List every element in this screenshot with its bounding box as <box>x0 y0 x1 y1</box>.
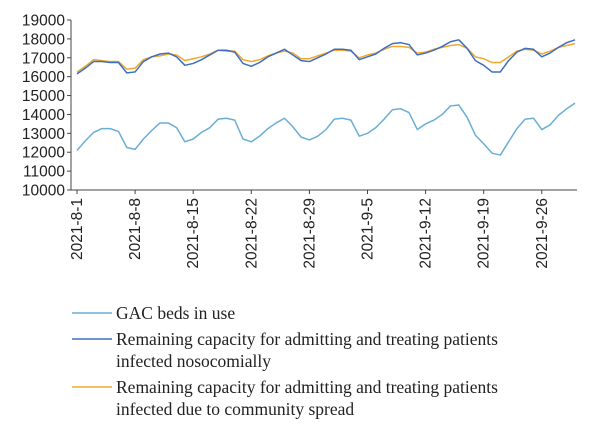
chart-axes <box>70 20 577 191</box>
legend: GAC beds in use Remaining capacity for ad… <box>72 303 498 419</box>
series-line-2 <box>76 39 576 75</box>
y-axis-ticks: 10000 11000 12000 13000 14000 15000 16000 17000… <box>22 13 71 200</box>
legend-label: GAC beds in use <box>116 303 235 323</box>
x-tick-label: 2021-8-8 <box>127 198 144 260</box>
series-line-1 <box>76 102 576 156</box>
series-line-3 <box>76 42 576 73</box>
x-tick-label: 2021-9-26 <box>534 198 551 269</box>
y-tick-label: 12000 <box>22 145 65 162</box>
y-tick-label: 19000 <box>22 13 65 30</box>
y-tick-label: 11000 <box>23 164 65 181</box>
legend-label: Remaining capacity for admitting and tre… <box>116 329 498 371</box>
y-tick-label: 15000 <box>22 88 65 105</box>
x-tick-label: 2021-9-19 <box>476 198 493 269</box>
y-tick-label: 10000 <box>22 183 65 200</box>
x-tick-label: 2021-9-12 <box>418 198 435 269</box>
legend-item-2: Remaining capacity for admitting and tre… <box>72 329 498 371</box>
legend-item-3: Remaining capacity for admitting and tre… <box>72 377 498 419</box>
y-tick-label: 16000 <box>22 69 65 86</box>
x-tick-label: 2021-8-15 <box>185 198 202 269</box>
y-tick-label: 14000 <box>22 107 65 124</box>
x-tick-label: 2021-8-22 <box>243 198 260 269</box>
x-tick-label: 2021-8-29 <box>301 198 318 269</box>
x-tick-label: 2021-9-5 <box>360 198 377 260</box>
y-tick-label: 18000 <box>22 31 65 48</box>
x-axis-ticks: 2021-8-1 2021-8-8 2021-8-15 2021-8-22 2021-8… <box>69 190 551 269</box>
legend-item-1: GAC beds in use <box>72 303 235 323</box>
x-tick-label: 2021-8-1 <box>69 198 86 260</box>
y-tick-label: 13000 <box>22 126 65 143</box>
y-tick-label: 17000 <box>22 50 65 67</box>
series-lines <box>76 39 576 156</box>
legend-label: Remaining capacity for admitting and tre… <box>116 377 498 419</box>
